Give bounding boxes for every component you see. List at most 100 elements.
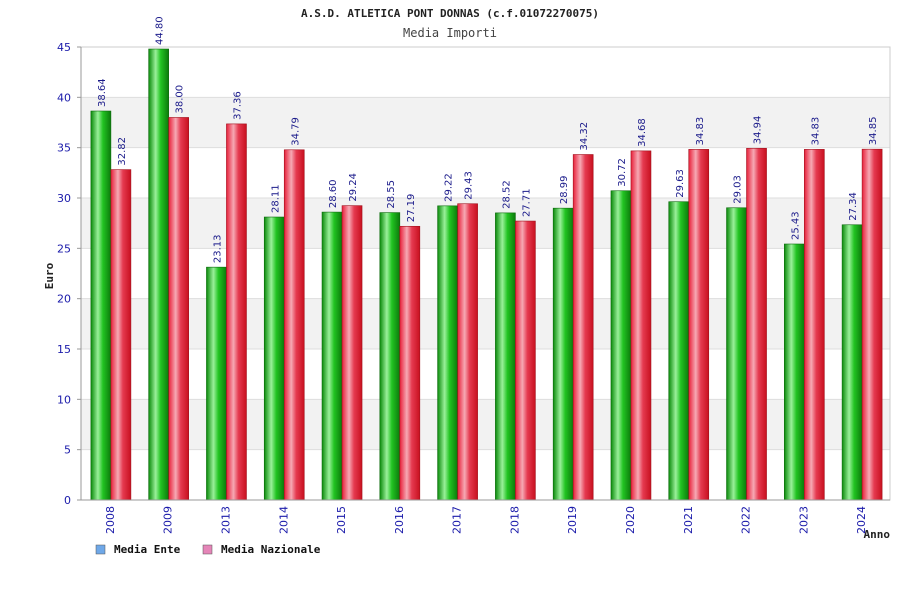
- bar-media-ente-2024: [841, 224, 863, 501]
- bar-media-ente-2009: [148, 48, 169, 501]
- value-label: 27.71: [521, 188, 532, 217]
- y-tick-label: 30: [57, 192, 71, 205]
- bar-media-ente-2021: [668, 201, 690, 501]
- value-label: 44.80: [155, 16, 166, 45]
- value-label: 29.03: [733, 175, 744, 204]
- x-tick-label: 2022: [740, 506, 753, 534]
- value-label: 28.11: [270, 184, 281, 213]
- value-label: 25.43: [790, 211, 801, 240]
- value-label: 29.24: [348, 173, 359, 202]
- value-label: 34.94: [753, 116, 764, 145]
- bar-media-nazionale-2016: [399, 225, 421, 501]
- grid-band: [81, 449, 890, 500]
- bar-media-nazionale-2019: [572, 154, 594, 501]
- y-tick-label: 20: [57, 293, 71, 306]
- bar-media-ente-2018: [495, 212, 516, 501]
- x-tick-label: 2009: [162, 506, 175, 534]
- x-tick-label: 2014: [277, 506, 290, 534]
- y-tick-label: 45: [57, 41, 71, 54]
- bar-media-nazionale-2017: [457, 203, 478, 501]
- x-tick-label: 2016: [393, 506, 406, 534]
- x-tick-label: 2021: [682, 506, 695, 534]
- bar-media-nazionale-2015: [341, 205, 363, 501]
- value-label: 29.43: [464, 171, 475, 200]
- y-tick-label: 35: [57, 142, 71, 155]
- value-label: 28.60: [328, 179, 339, 208]
- value-label: 34.79: [290, 117, 301, 146]
- x-tick-label: 2008: [104, 506, 117, 534]
- value-label: 32.82: [117, 137, 128, 166]
- y-tick-label: 10: [57, 393, 71, 406]
- grid-band: [81, 147, 890, 198]
- x-tick-label: 2015: [335, 506, 348, 534]
- grid-band: [81, 349, 890, 400]
- y-tick-label: 5: [64, 444, 71, 457]
- value-label: 34.83: [695, 117, 706, 146]
- bar-media-ente-2023: [784, 243, 805, 501]
- bar-media-ente-2019: [552, 207, 574, 501]
- bar-media-nazionale-2013: [226, 123, 247, 501]
- value-label: 34.32: [579, 122, 590, 151]
- bar-media-ente-2016: [379, 212, 401, 501]
- x-tick-label: 2017: [451, 506, 464, 534]
- bar-media-nazionale-2009: [168, 117, 189, 501]
- value-label: 30.72: [617, 158, 628, 187]
- y-tick-label: 0: [64, 494, 71, 507]
- legend-label-media-nazionale: Media Nazionale: [221, 543, 321, 556]
- value-label: 28.52: [501, 180, 512, 209]
- x-tick-label: 2020: [624, 506, 637, 534]
- value-label: 28.99: [559, 176, 570, 205]
- value-label: 34.68: [637, 118, 648, 147]
- value-label: 29.63: [675, 169, 686, 198]
- bar-media-ente-2013: [206, 266, 227, 501]
- bar-media-nazionale-2022: [746, 147, 767, 501]
- x-tick-label: 2013: [219, 506, 232, 534]
- x-axis-label: Anno: [864, 528, 891, 541]
- bar-media-nazionale-2023: [804, 149, 825, 501]
- bar-media-ente-2020: [610, 190, 632, 501]
- bar-media-nazionale-2018: [515, 220, 536, 501]
- grid-band: [81, 198, 890, 249]
- grid-band: [81, 248, 890, 299]
- legend-swatch-media-ente: [95, 544, 106, 555]
- y-tick-label: 25: [57, 242, 71, 255]
- value-label: 34.83: [810, 117, 821, 146]
- bar-media-nazionale-2014: [283, 149, 305, 501]
- y-tick-label: 15: [57, 343, 71, 356]
- value-label: 29.22: [444, 173, 455, 202]
- value-label: 23.13: [212, 235, 223, 264]
- value-label: 38.00: [175, 85, 186, 114]
- chart-subtitle: Media Importi: [403, 26, 497, 40]
- value-label: 38.64: [97, 78, 108, 107]
- x-tick-label: 2019: [566, 506, 579, 534]
- legend-label-media-ente: Media Ente: [114, 543, 181, 556]
- value-label: 34.85: [868, 117, 879, 146]
- bar-media-nazionale-2021: [688, 149, 710, 501]
- value-label: 28.55: [386, 180, 397, 209]
- grid-band: [81, 47, 890, 98]
- value-label: 27.34: [848, 192, 859, 221]
- grid-band: [81, 298, 890, 349]
- bar-media-ente-2008: [90, 110, 112, 501]
- x-tick-label: 2018: [508, 506, 521, 534]
- chart-title: A.S.D. ATLETICA PONT DONNAS (c.f.0107227…: [301, 7, 599, 20]
- value-label: 27.19: [406, 194, 417, 223]
- chart-legend: Media Ente Media Nazionale: [95, 543, 321, 556]
- bar-media-ente-2017: [437, 205, 458, 501]
- bar-media-ente-2022: [726, 207, 747, 501]
- bar-media-nazionale-2008: [110, 169, 132, 501]
- bar-media-nazionale-2024: [861, 148, 883, 501]
- value-label: 37.36: [232, 91, 243, 120]
- x-tick-label: 2024: [855, 506, 868, 534]
- grid-band: [81, 97, 890, 148]
- bar-media-nazionale-2020: [630, 150, 652, 501]
- legend-swatch-media-nazionale: [202, 544, 213, 555]
- x-tick-label: 2023: [797, 506, 810, 534]
- grid-band: [81, 399, 890, 450]
- bar-media-ente-2014: [263, 216, 285, 501]
- bar-media-ente-2015: [321, 211, 343, 501]
- y-axis-label: Euro: [43, 262, 56, 289]
- y-tick-label: 40: [57, 91, 71, 104]
